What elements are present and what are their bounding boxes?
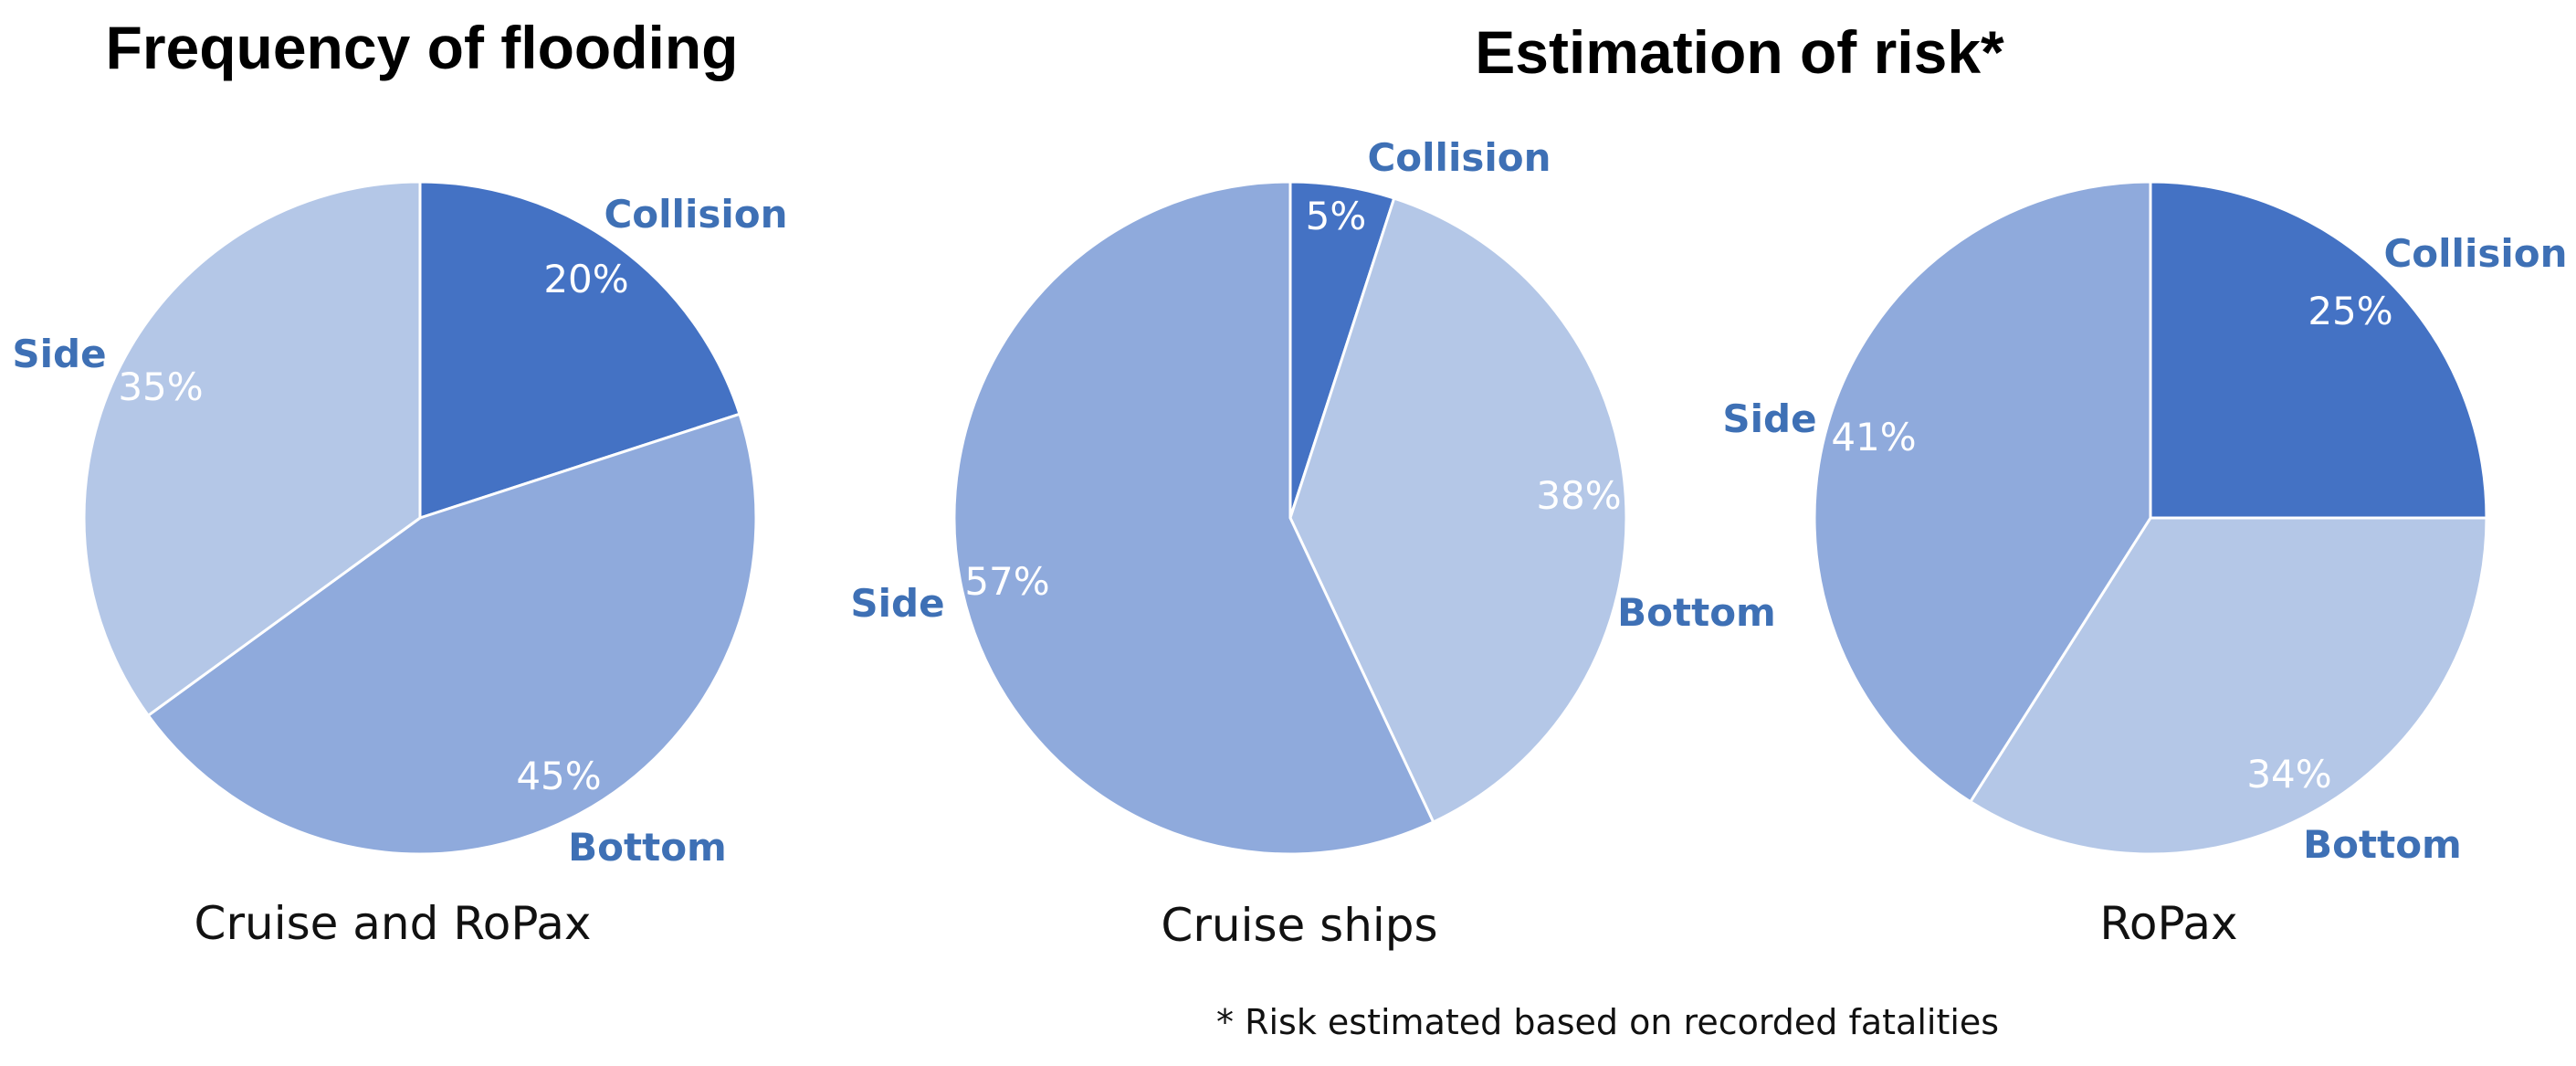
data-label-side: 35%	[118, 364, 203, 409]
data-label-side: 57%	[964, 559, 1049, 604]
category-label-collision: Collision	[2383, 231, 2567, 276]
pie-slice-bottom	[146, 412, 758, 856]
category-label-bottom: Bottom	[1617, 590, 1776, 635]
pie-chart-cruise-and-ropax: 20% Collision 45% Bottom 35% Side	[12, 180, 788, 870]
category-label-side: Side	[850, 581, 944, 626]
subtitle-cruise-ships: Cruise ships	[1161, 899, 1437, 952]
data-label-bottom: 45%	[516, 754, 601, 798]
category-label-side: Side	[1722, 396, 1816, 441]
pie-slice-side	[1813, 180, 2152, 804]
category-label-side: Side	[12, 332, 106, 376]
data-label-bottom: 38%	[1536, 473, 1621, 518]
category-label-collision: Collision	[1367, 135, 1551, 180]
pie-chart-ropax: 25% Collision 34% Bottom 41% Side	[1722, 180, 2568, 867]
subtitle-cruise-and-ropax: Cruise and RoPax	[195, 897, 592, 950]
pie-slice-side	[82, 180, 422, 718]
data-label-collision: 20%	[543, 257, 628, 301]
category-label-bottom: Bottom	[2303, 822, 2462, 867]
footnote: * Risk estimated based on recorded fatal…	[1216, 1002, 1999, 1042]
pie-slice-bottom	[1288, 196, 1628, 824]
pie-slice-collision	[2149, 180, 2488, 520]
subtitle-ropax: RoPax	[2099, 897, 2237, 950]
data-label-side: 41%	[1831, 415, 1916, 459]
category-label-collision: Collision	[604, 192, 787, 237]
data-label-collision: 25%	[2308, 289, 2392, 333]
heading-estimation-of-risk: Estimation of risk*	[1475, 18, 2004, 86]
pie-slice-side	[952, 180, 1435, 856]
data-label-collision: 5%	[1306, 194, 1367, 238]
pie-slice-collision	[418, 180, 741, 521]
pie-slice-bottom	[1968, 516, 2488, 856]
pie-chart-cruise-ships: 5%Collision 38% Bottom 57% Side	[850, 135, 1776, 856]
data-label-bottom: 34%	[2246, 752, 2331, 797]
category-label-bottom: Bottom	[568, 825, 727, 870]
heading-frequency-of-flooding: Frequency of flooding	[106, 14, 739, 81]
